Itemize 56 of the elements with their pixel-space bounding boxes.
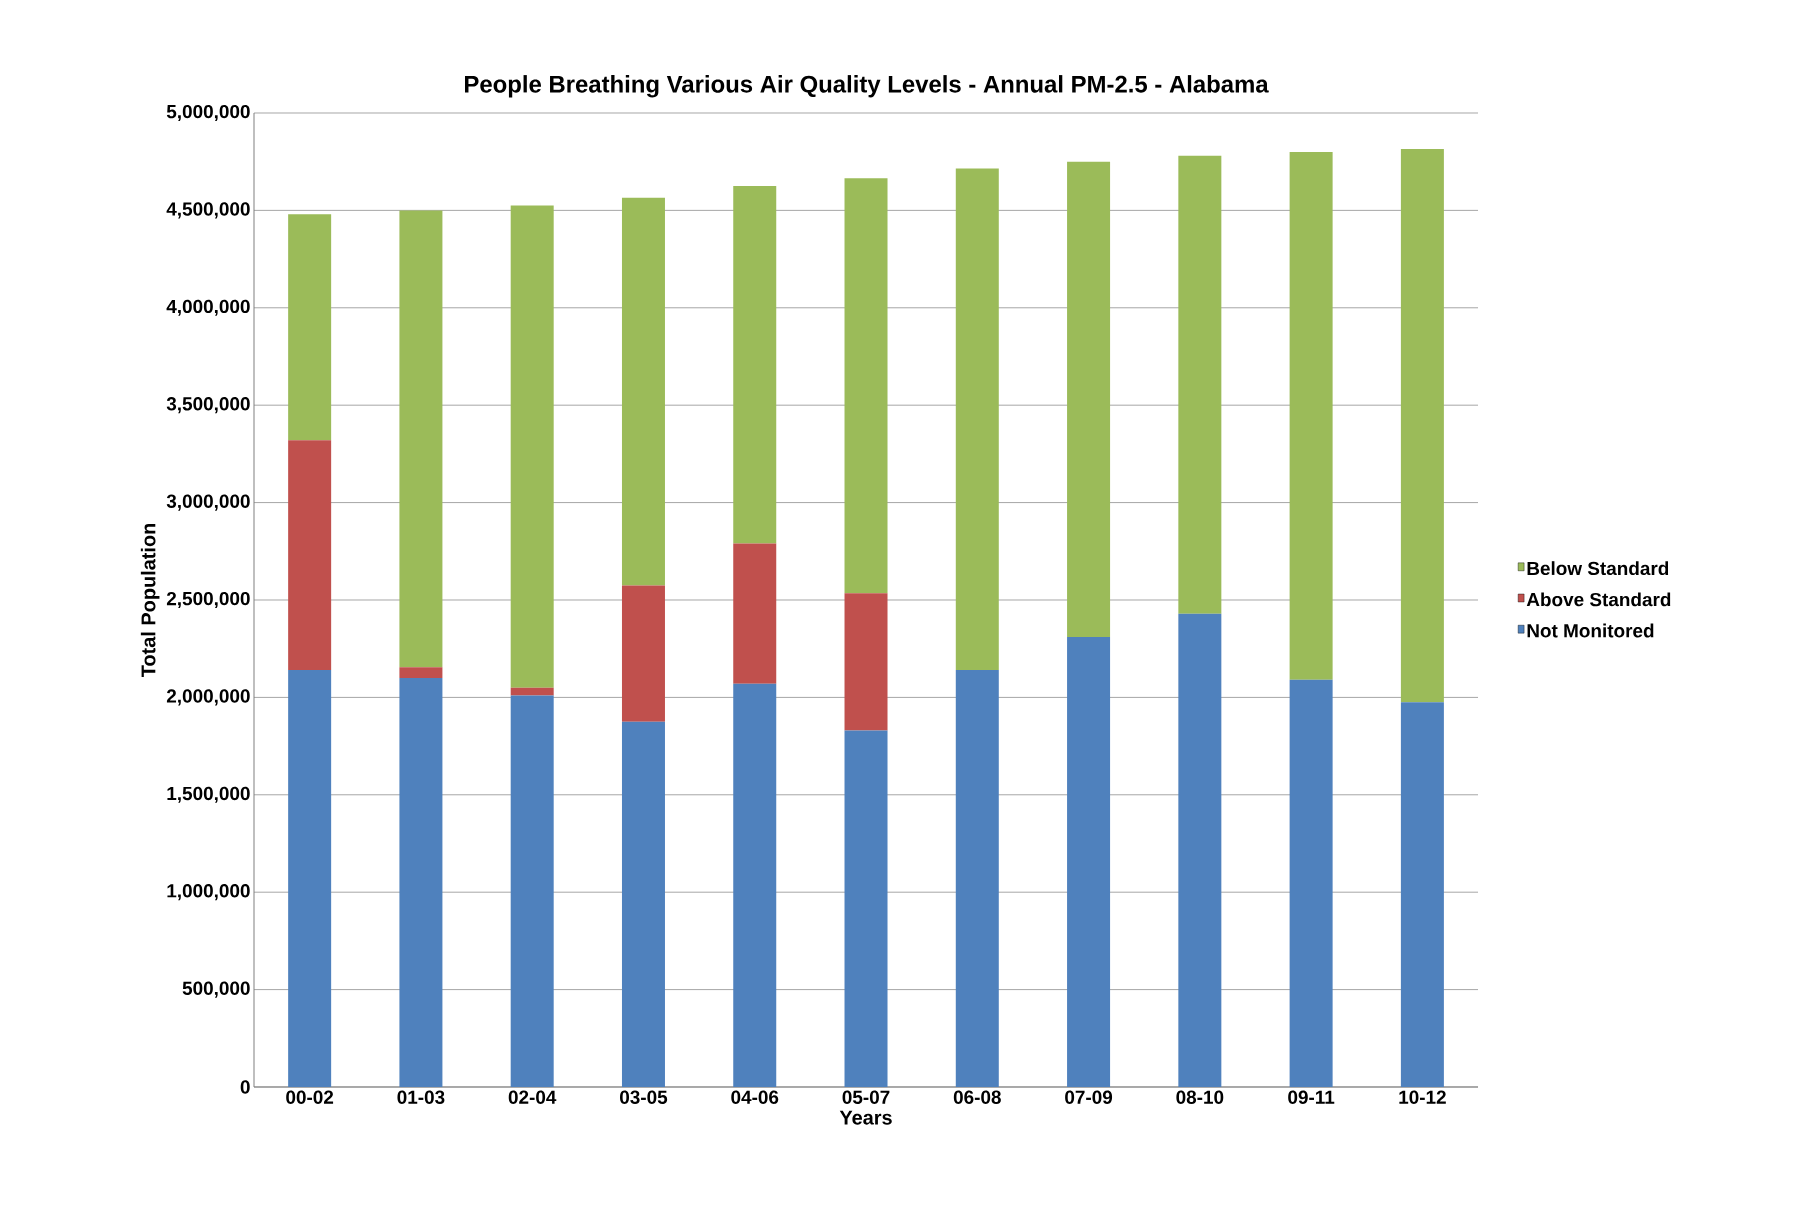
bar: [955, 168, 999, 671]
legend-label: Not Monitored: [1527, 623, 1654, 638]
y-tick-label: 2,000,000: [166, 689, 250, 706]
bar: [1289, 151, 1333, 680]
y-tick-label: 500,000: [182, 981, 250, 998]
x-tick-label: 08-10: [1176, 1090, 1224, 1104]
x-tick-label: 00-02: [286, 1090, 334, 1104]
x-axis-title: Years: [839, 1110, 892, 1125]
y-tick-label: 0: [240, 1080, 250, 1094]
bar: [1289, 679, 1333, 1087]
bar: [1400, 702, 1444, 1087]
bar: [288, 440, 332, 671]
chart-title: People Breathing Various Air Quality Levels - Annual PM-2.5 - Alabama: [465, 75, 1269, 98]
bar: [510, 695, 554, 1087]
x-tick-label: 10-12: [1399, 1090, 1446, 1104]
y-tick-label: 3,500,000: [166, 397, 250, 414]
bar: [399, 677, 443, 1087]
y-tick-label: 5,000,000: [166, 104, 250, 122]
y-tick-label: 1,500,000: [167, 786, 250, 803]
bar: [733, 683, 777, 1087]
bar: [621, 197, 665, 586]
bar: [1178, 155, 1222, 614]
bar: [510, 205, 554, 688]
legend-label: Above Standard: [1526, 592, 1671, 607]
x-tick-label: 06-08: [953, 1090, 1001, 1104]
x-tick-label: 02-04: [508, 1090, 557, 1104]
y-tick-label: 4,000,000: [166, 299, 250, 316]
bar: [955, 670, 999, 1087]
y-tick-label: 2,500,000: [166, 591, 250, 609]
bar: [1067, 161, 1111, 638]
bar: [399, 210, 443, 668]
y-tick-label: 1,000,000: [167, 884, 250, 901]
x-tick-label: 07-09: [1065, 1090, 1113, 1104]
y-tick-label: 4,500,000: [166, 202, 250, 219]
bar: [733, 186, 777, 544]
bar: [621, 585, 665, 722]
bar: [399, 667, 443, 678]
x-tick-label: 04-06: [731, 1090, 779, 1104]
bar: [844, 593, 888, 731]
bar: [288, 670, 332, 1087]
bar: [844, 730, 888, 1087]
bar: [844, 178, 888, 594]
bar: [1067, 637, 1111, 1087]
y-tick-label: 3,000,000: [166, 494, 250, 511]
legend-label: Below Standard: [1527, 561, 1669, 576]
bar: [1178, 613, 1222, 1087]
x-tick-label: 05-07: [842, 1090, 890, 1104]
x-tick-label: 01-03: [397, 1090, 445, 1104]
bar: [733, 543, 777, 684]
bar: [288, 214, 332, 441]
bar: [510, 687, 554, 696]
bar: [621, 721, 665, 1087]
bar: [1400, 149, 1444, 703]
x-tick-label: 03-05: [620, 1090, 668, 1104]
y-axis-title: Total Population: [140, 523, 160, 678]
x-tick-label: 09-11: [1288, 1090, 1335, 1104]
